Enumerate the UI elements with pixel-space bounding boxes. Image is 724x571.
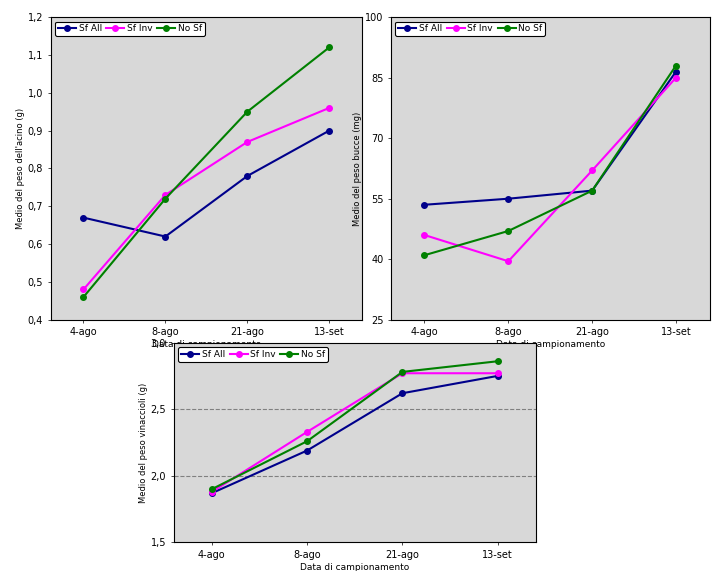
No Sf	[161, 195, 169, 202]
Sf Inv	[398, 370, 407, 377]
Legend: Sf All, Sf Inv, No Sf: Sf All, Sf Inv, No Sf	[55, 22, 205, 36]
Legend: Sf All, Sf Inv, No Sf: Sf All, Sf Inv, No Sf	[395, 22, 545, 36]
Line: Sf All: Sf All	[209, 373, 500, 496]
Sf Inv	[504, 258, 513, 265]
Sf All	[398, 390, 407, 397]
Sf All	[161, 233, 169, 240]
Sf All	[325, 127, 334, 134]
No Sf	[398, 368, 407, 375]
X-axis label: Data di campionamento: Data di campionamento	[152, 340, 261, 349]
No Sf	[243, 108, 252, 115]
Sf Inv	[325, 104, 334, 111]
No Sf	[588, 187, 597, 194]
Sf Inv	[243, 139, 252, 146]
X-axis label: Data di campionamento: Data di campionamento	[496, 340, 605, 349]
Line: Sf Inv: Sf Inv	[421, 75, 679, 264]
Sf Inv	[672, 74, 681, 81]
Sf All	[504, 195, 513, 202]
No Sf	[420, 252, 429, 259]
Legend: Sf All, Sf Inv, No Sf: Sf All, Sf Inv, No Sf	[178, 347, 328, 361]
Sf Inv	[303, 428, 311, 435]
No Sf	[79, 293, 88, 300]
Sf All	[588, 187, 597, 194]
Sf Inv	[493, 370, 502, 377]
Line: Sf All: Sf All	[80, 128, 332, 239]
Sf All	[420, 202, 429, 208]
Sf All	[303, 447, 311, 454]
Line: No Sf: No Sf	[421, 63, 679, 258]
Sf All	[243, 172, 252, 179]
Line: No Sf: No Sf	[209, 359, 500, 492]
No Sf	[504, 228, 513, 235]
No Sf	[493, 358, 502, 365]
Sf All	[208, 490, 216, 497]
Y-axis label: Medio del peso bucce (mg): Medio del peso bucce (mg)	[353, 111, 362, 226]
No Sf	[303, 438, 311, 445]
Sf All	[79, 214, 88, 221]
No Sf	[672, 62, 681, 69]
Sf All	[672, 68, 681, 75]
Line: Sf All: Sf All	[421, 69, 679, 207]
X-axis label: Data di campionamento: Data di campionamento	[300, 563, 409, 571]
Sf All	[493, 372, 502, 379]
Sf Inv	[420, 232, 429, 239]
No Sf	[325, 44, 334, 51]
Sf Inv	[79, 286, 88, 293]
Sf Inv	[161, 191, 169, 198]
Sf Inv	[208, 488, 216, 495]
Line: No Sf: No Sf	[80, 45, 332, 300]
Line: Sf Inv: Sf Inv	[80, 105, 332, 292]
Sf Inv	[588, 167, 597, 174]
Y-axis label: Medio del peso dell'acino (g): Medio del peso dell'acino (g)	[16, 108, 25, 229]
Y-axis label: Medio del peso vinaccioli (g): Medio del peso vinaccioli (g)	[139, 383, 148, 502]
Line: Sf Inv: Sf Inv	[209, 371, 500, 494]
No Sf	[208, 486, 216, 493]
